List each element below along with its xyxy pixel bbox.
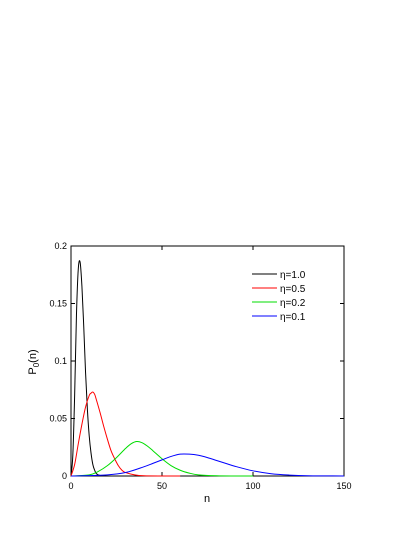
x-tick-label: 150 xyxy=(336,481,351,491)
y-tick-label: 0 xyxy=(62,471,67,481)
series-line-2 xyxy=(70,391,181,477)
y-tick-label: 0.15 xyxy=(49,299,67,309)
axis-ticks: 0 50 100 150 0 0.05 0.1 0.15 0.2 xyxy=(49,241,351,491)
x-tick-label: 100 xyxy=(245,481,260,491)
y-axis-label: P0(n) xyxy=(27,349,41,374)
x-tick-label: 0 xyxy=(68,481,73,491)
legend: η=1.0 η=0.5 η=0.2 η=0.1 xyxy=(252,270,306,323)
y-tick-label: 0.2 xyxy=(54,241,67,251)
x-tick-label: 50 xyxy=(157,481,167,491)
legend-label: η=0.1 xyxy=(280,312,306,323)
series-line-3 xyxy=(70,440,253,477)
series-line-4 xyxy=(70,453,345,477)
y-axis-label-main: P xyxy=(27,367,39,374)
x-axis-label: n xyxy=(204,493,210,505)
series-lines xyxy=(70,260,345,477)
legend-label: η=0.5 xyxy=(280,284,306,295)
legend-label: η=1.0 xyxy=(280,270,306,281)
y-axis-label-subscript: 0 xyxy=(32,362,41,367)
y-tick-label: 0.1 xyxy=(54,356,67,366)
y-axis-label-tail: (n) xyxy=(27,349,39,362)
series-line-1 xyxy=(70,260,144,477)
y-tick-label: 0.05 xyxy=(49,414,67,424)
legend-label: η=0.2 xyxy=(280,298,306,309)
